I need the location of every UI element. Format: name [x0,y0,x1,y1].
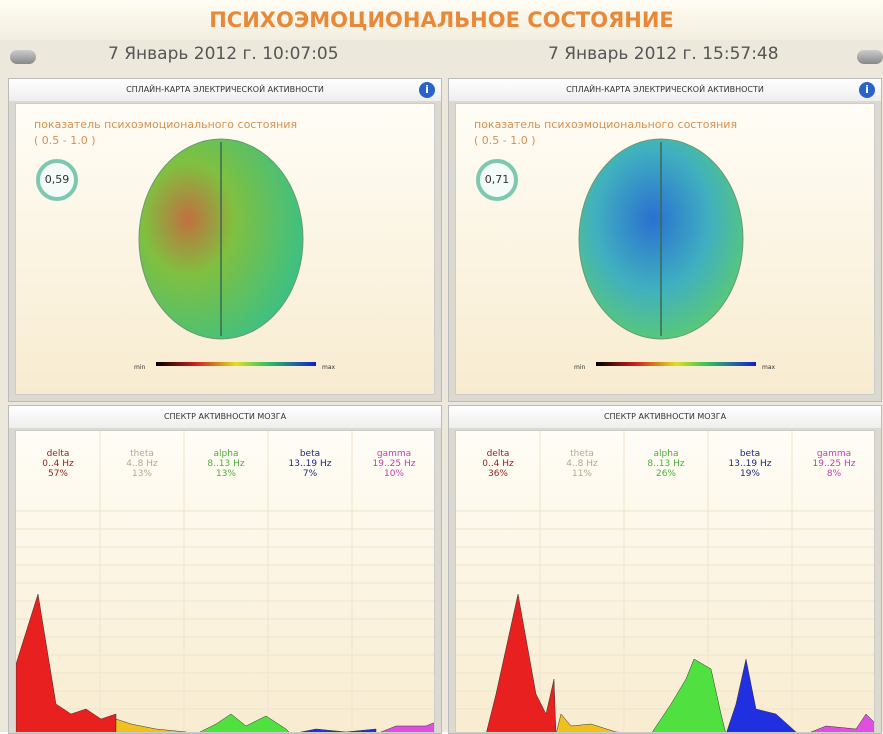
band-label: gamma 19..25 Hz 10% [359,449,429,479]
spectrum-area-0 [486,593,557,732]
map-panel: СПЛАЙН-КАРТА ЭЛЕКТРИЧЕСКОЙ АКТИВНОСТИ i по… [448,78,882,402]
band-percent: 11% [571,469,592,479]
spectrum-area: delta 0..4 Hz 57% theta 4..8 Hz 13% alpha 8..13… [15,430,435,733]
map-title: СПЛАЙН-КАРТА ЭЛЕКТРИЧЕСКОЙ АКТИВНОСТИ [9,79,441,101]
spectrum-area-3 [299,728,377,732]
color-scale [596,362,756,366]
band-range: 4..8 Hz [126,459,158,469]
band-range: 13..19 Hz [728,459,772,469]
band-percent: 10% [383,469,404,479]
brain-map [578,138,756,366]
band-range: 0..4 Hz [42,459,74,469]
spectrum-panel: СПЕКТР АКТИВНОСТИ МОЗГА delta 0..4 Hz 36% th… [448,405,882,734]
color-scale [156,362,316,366]
spectrum-chart [16,431,434,732]
map-area: показатель психоэмоционального состояния… [15,103,435,395]
band-label: theta 4..8 Hz 11% [547,449,617,479]
info-button[interactable]: i [419,82,435,98]
brain-map [138,138,316,366]
band-percent: 19% [739,469,760,479]
nav-icon[interactable] [857,50,883,64]
band-range: 4..8 Hz [566,459,598,469]
spectrum-panel: СПЕКТР АКТИВНОСТИ МОЗГА delta 0..4 Hz 57% th… [8,405,442,734]
date: 7 Январь 2012 г. 10:07:05 [108,44,339,64]
band-range: 8..13 Hz [647,459,685,469]
spectrum-title: СПЕКТР АКТИВНОСТИ МОЗГА [449,406,881,428]
band-label: alpha 8..13 Hz 13% [191,449,261,479]
band-name: theta [570,449,594,459]
title: ПСИХОЭМОЦИОНАЛЬНОЕ СОСТОЯНИЕ [0,0,883,40]
band-label: delta 0..4 Hz 57% [23,449,93,479]
band-percent: 57% [47,469,68,479]
band-range: 8..13 Hz [207,459,245,469]
indicator-value: 0,71 [476,159,518,201]
spectrum-area: delta 0..4 Hz 36% theta 4..8 Hz 11% alpha 8..13… [455,430,875,733]
band-label: delta 0..4 Hz 36% [463,449,533,479]
band-range: 0..4 Hz [482,459,514,469]
band-name: delta [46,449,70,459]
spectrum-area-1 [115,718,188,732]
band-label: theta 4..8 Hz 13% [107,449,177,479]
band-percent: 26% [655,469,676,479]
date: 7 Январь 2012 г. 15:57:48 [548,44,779,64]
band-name: alpha [653,449,679,459]
spectrum-area-4 [810,713,874,732]
spectrum-area-4 [380,722,434,732]
info-button[interactable]: i [859,82,875,98]
band-range: 13..19 Hz [288,459,332,469]
band-percent: 8% [826,469,842,479]
map-area: показатель психоэмоционального состояния… [455,103,875,395]
spectrum-chart [456,431,874,732]
scale-max: max [762,364,776,371]
spectrum-area-0 [16,593,117,732]
band-percent: 13% [215,469,236,479]
indicator-range: ( 0.5 - 1.0 ) [474,134,536,147]
band-name: gamma [816,449,852,459]
spectrum-area-3 [726,658,798,732]
band-percent: 36% [487,469,508,479]
band-name: gamma [376,449,412,459]
scale-min: min [134,364,146,371]
band-name: beta [739,449,761,459]
spectrum-area-2 [652,658,726,732]
band-percent: 13% [131,469,152,479]
band-name: delta [486,449,510,459]
band-label: alpha 8..13 Hz 26% [631,449,701,479]
band-name: alpha [213,449,239,459]
band-name: beta [299,449,321,459]
indicator-range: ( 0.5 - 1.0 ) [34,134,96,147]
spectrum-area-1 [556,713,621,732]
indicator-label: показатель психоэмоционального состояния [474,118,738,131]
band-percent: 7% [302,469,318,479]
map-panel: СПЛАЙН-КАРТА ЭЛЕКТРИЧЕСКОЙ АКТИВНОСТИ i по… [8,78,442,402]
indicator-value: 0,59 [36,159,78,201]
map-title: СПЛАЙН-КАРТА ЭЛЕКТРИЧЕСКОЙ АКТИВНОСТИ [449,79,881,101]
band-label: beta 13..19 Hz 7% [275,449,345,479]
band-range: 19..25 Hz [812,459,856,469]
band-name: theta [130,449,154,459]
spectrum-area-2 [199,713,290,732]
scale-max: max [322,364,336,371]
scale-min: min [574,364,586,371]
band-label: gamma 19..25 Hz 8% [799,449,869,479]
spectrum-title: СПЕКТР АКТИВНОСТИ МОЗГА [9,406,441,428]
indicator-label: показатель психоэмоционального состояния [34,118,298,131]
band-label: beta 13..19 Hz 19% [715,449,785,479]
band-range: 19..25 Hz [372,459,416,469]
nav-icon[interactable] [10,50,36,64]
